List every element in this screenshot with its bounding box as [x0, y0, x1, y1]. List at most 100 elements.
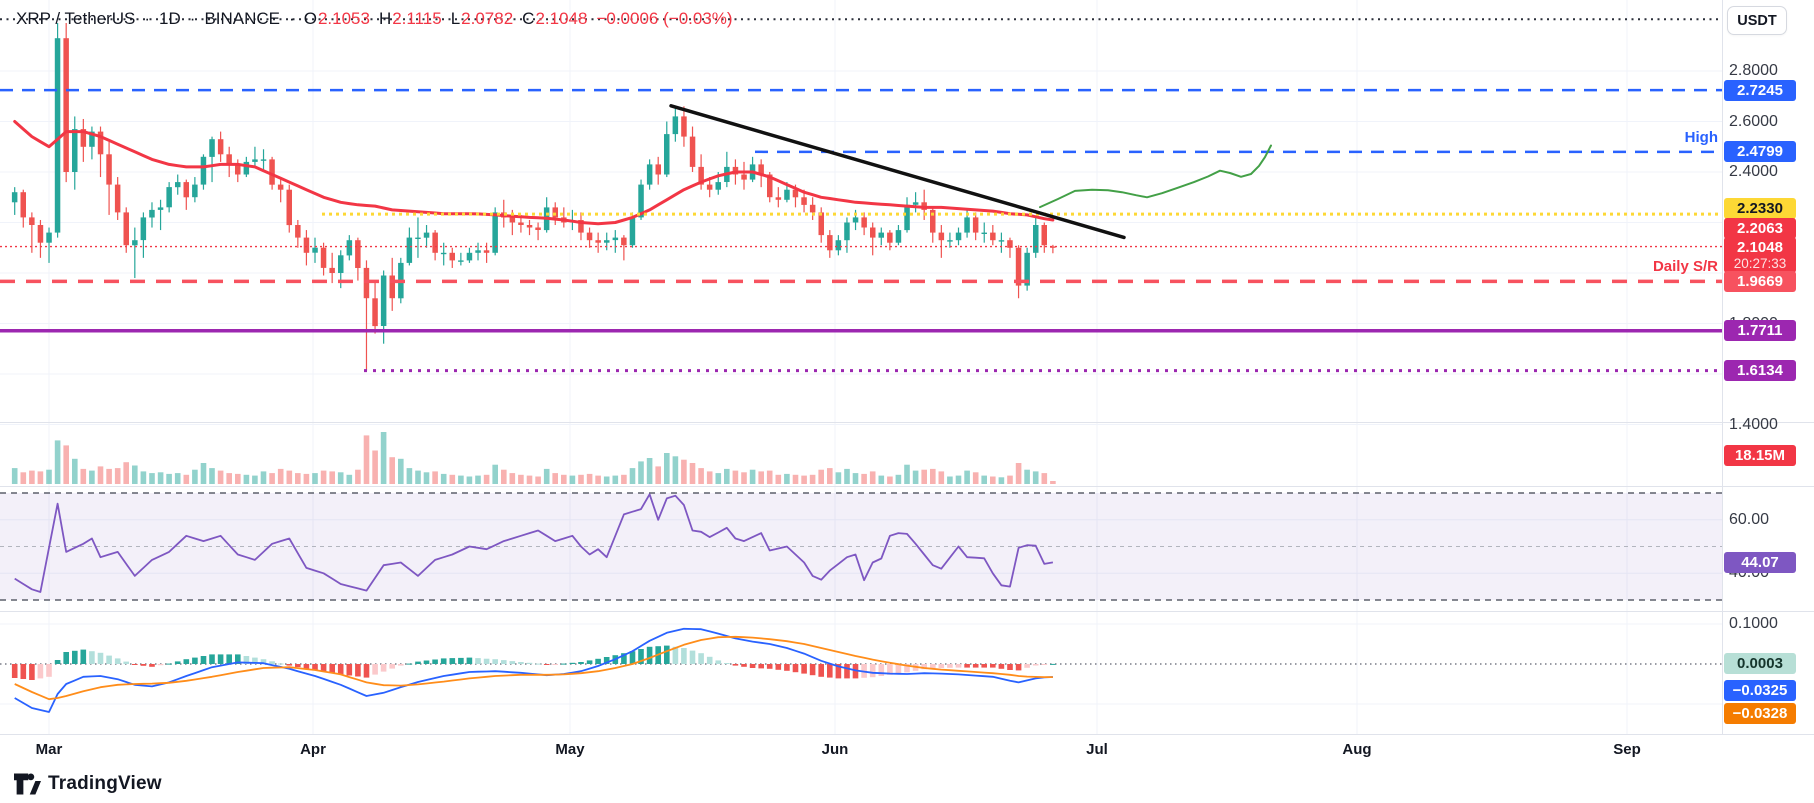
candle-body — [612, 237, 619, 241]
candle-body — [784, 189, 790, 200]
macd-histogram-bar — [132, 664, 138, 665]
macd-histogram-bar — [312, 664, 318, 670]
candle-body — [89, 131, 95, 147]
volume-bar — [672, 456, 679, 484]
projection-curve[interactable] — [1039, 144, 1272, 209]
macd-histogram-bar — [526, 662, 533, 664]
macd-histogram-bar — [466, 657, 473, 664]
tradingview-logo-icon — [14, 773, 41, 795]
candle-body — [149, 209, 155, 218]
macd-histogram-bar — [63, 652, 69, 664]
candle-body — [37, 225, 44, 243]
macd-histogram-bar — [844, 664, 850, 679]
volume-bar — [732, 470, 739, 484]
candle-body — [54, 38, 61, 233]
macd-histogram-bar — [320, 664, 327, 672]
macd-histogram-bar — [552, 664, 558, 665]
volume-bar — [200, 463, 207, 484]
candle-body — [415, 237, 421, 239]
candle-body — [646, 164, 653, 185]
candle-body — [458, 260, 464, 262]
candle-body — [466, 252, 473, 261]
macd-histogram-bar — [681, 648, 687, 664]
volume-bar — [458, 475, 464, 484]
currency-toggle-button[interactable]: USDT — [1727, 6, 1787, 35]
candle-body — [947, 240, 953, 242]
candle-body — [329, 267, 335, 273]
candle-body — [157, 207, 164, 210]
macd-histogram-bar — [818, 664, 824, 677]
volume-bar — [518, 474, 524, 484]
macd-histogram-bar — [938, 664, 945, 668]
candle-body — [423, 232, 430, 238]
candle-body — [887, 232, 893, 243]
candle-body — [217, 139, 224, 155]
volume-bar — [123, 462, 129, 484]
tradingview-logo-text: TradingView — [48, 773, 162, 794]
macd-histogram-bar — [123, 661, 129, 664]
volume-bar — [646, 458, 653, 484]
candle-body — [938, 232, 945, 241]
volume-bar — [878, 475, 885, 484]
volume-bar — [226, 473, 232, 484]
candle-body — [483, 250, 490, 253]
volume-bar — [706, 471, 713, 484]
symbol-title[interactable]: XRP / TetherUS — [16, 9, 136, 28]
descending-trendline[interactable] — [669, 104, 1126, 240]
macd-histogram-bar — [363, 664, 370, 678]
legend-separator: · — [289, 9, 295, 28]
macd-histogram-bar — [543, 664, 550, 665]
volume-bar — [809, 474, 816, 484]
volume-bar — [1015, 463, 1022, 484]
volume-bar — [509, 473, 516, 484]
volume-bar — [930, 468, 936, 484]
tradingview-logo[interactable]: TradingView — [14, 772, 162, 796]
candle-body — [252, 159, 258, 162]
macd-histogram-bar — [295, 664, 301, 668]
volume-bar — [535, 476, 541, 484]
candle-body — [200, 156, 207, 185]
time-axis-label-mar: Mar — [35, 741, 63, 758]
macd-histogram-bar — [398, 664, 404, 666]
legend-separator: · — [189, 9, 196, 28]
macd-histogram-bar — [509, 661, 516, 664]
macd-histogram-bar — [97, 652, 104, 664]
macd-histogram-bar — [887, 664, 893, 675]
volume-bar — [621, 474, 627, 484]
volume-bar — [852, 473, 859, 484]
exchange-label: BINANCE — [204, 9, 281, 28]
candle-body — [912, 202, 919, 205]
macd-histogram-bar — [269, 661, 275, 664]
volume-bar — [295, 473, 301, 484]
macd-histogram-bar — [389, 664, 395, 669]
candlestick-series — [11, 23, 1056, 371]
macd-histogram-bar — [106, 655, 112, 664]
candle-body — [175, 182, 181, 188]
candle-body — [63, 38, 69, 173]
macd-histogram-bar — [114, 658, 121, 664]
volume-bar — [346, 474, 353, 484]
volume-bar — [183, 474, 190, 484]
time-axis-label-may: May — [555, 741, 585, 758]
macd-histogram-bar — [664, 645, 670, 664]
high-value: H 2.1115 — [378, 9, 442, 28]
macd-histogram-bar — [629, 651, 636, 664]
candle-body — [123, 212, 129, 246]
volume-bar — [749, 469, 756, 484]
volume-bar — [149, 473, 155, 484]
volume-series — [11, 432, 1056, 484]
interval-label[interactable]: 1D — [159, 9, 181, 28]
macd-histogram-bar — [698, 653, 704, 664]
volume-bar — [1041, 473, 1048, 484]
macd-signal-line — [14, 635, 1053, 701]
grid-lines — [0, 0, 1722, 734]
candle-body — [338, 255, 344, 273]
volume-bar — [252, 475, 258, 484]
candle-body — [844, 222, 850, 241]
macd-histogram-bar — [209, 654, 215, 664]
candle-body — [689, 136, 696, 167]
volume-bar — [638, 461, 644, 484]
time-axis-label-jun: Jun — [821, 741, 849, 758]
